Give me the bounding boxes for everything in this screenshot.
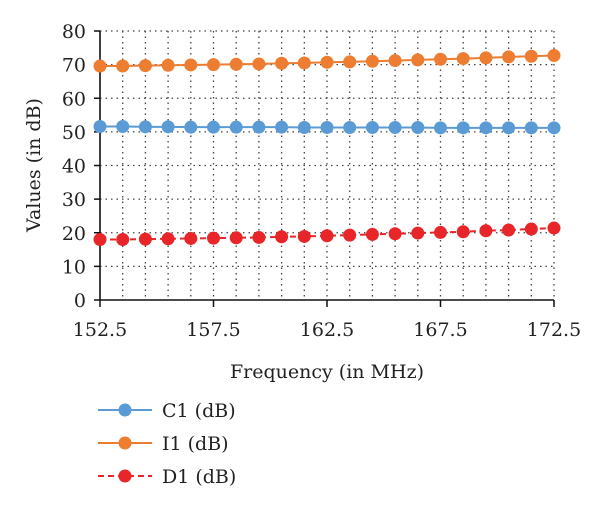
x-tick-label: 167.5: [413, 319, 467, 341]
data-point: [524, 49, 538, 63]
legend-swatch-marker: [118, 469, 132, 483]
data-point: [502, 121, 516, 135]
tick-labels: 0 10 20 30 40 50 60 70 80 152.5 157.5 162.5 167.5 172…: [62, 21, 581, 341]
data-point: [434, 225, 447, 239]
legend-item: I1 (dB): [98, 433, 229, 455]
data-point: [207, 231, 220, 245]
legend-item: C1 (dB): [98, 400, 236, 422]
y-tick-label: 70: [62, 55, 86, 77]
data-point: [275, 230, 289, 244]
data-point: [229, 120, 243, 134]
y-axis-label: Values (in dB): [23, 98, 45, 233]
data-point: [320, 229, 334, 243]
axes: [94, 30, 555, 307]
data-point: [116, 119, 130, 133]
x-axis-label: Frequency (in MHz): [230, 361, 424, 383]
y-tick-label: 0: [74, 290, 86, 312]
data-point: [434, 52, 447, 66]
data-point: [365, 227, 379, 241]
data-point: [456, 225, 470, 239]
data-point: [93, 119, 107, 133]
data-point: [547, 221, 561, 235]
data-point: [479, 51, 493, 65]
y-tick-label: 30: [62, 189, 86, 211]
series-group: [93, 49, 561, 246]
series-line: [100, 227, 555, 241]
data-point: [479, 121, 493, 135]
data-point: [138, 59, 152, 73]
y-tick-label: 20: [62, 223, 86, 245]
data-point: [343, 121, 357, 135]
data-point: [524, 222, 538, 236]
data-point: [161, 120, 175, 134]
legend: C1 (dB) I1 (dB) D1 (dB): [98, 400, 236, 488]
x-tick-label: 162.5: [300, 319, 354, 341]
data-point: [320, 121, 334, 135]
data-point: [207, 58, 220, 72]
legend-item: D1 (dB): [98, 466, 236, 488]
y-tick-label: 40: [62, 156, 86, 178]
data-point: [320, 55, 334, 69]
data-point: [502, 50, 516, 64]
data-point: [524, 121, 538, 135]
data-point: [456, 52, 470, 66]
series-2: [93, 49, 561, 73]
data-point: [252, 120, 266, 134]
data-point: [275, 56, 289, 70]
data-point: [365, 121, 379, 135]
data-point: [365, 54, 379, 68]
legend-label: C1 (dB): [162, 400, 236, 422]
data-point: [252, 230, 266, 244]
data-point: [184, 120, 198, 134]
data-point: [229, 231, 243, 245]
series-3: [93, 221, 561, 246]
x-tick-label: 152.5: [73, 319, 127, 341]
data-point: [93, 232, 107, 246]
data-point: [411, 121, 425, 135]
data-point: [297, 56, 311, 70]
data-point: [252, 57, 266, 71]
data-point: [184, 231, 198, 245]
data-point: [343, 228, 357, 242]
data-point: [502, 223, 516, 237]
legend-label: D1 (dB): [162, 466, 236, 488]
data-point: [138, 232, 152, 246]
x-tick-label: 172.5: [527, 319, 581, 341]
data-point: [411, 53, 425, 67]
data-point: [116, 59, 130, 73]
data-point: [456, 121, 470, 135]
data-point: [479, 224, 493, 238]
data-point: [93, 59, 107, 73]
legend-swatch-marker: [118, 436, 132, 450]
data-point: [547, 49, 561, 63]
legend-label: I1 (dB): [162, 433, 229, 455]
data-point: [138, 120, 152, 134]
data-point: [161, 58, 175, 72]
y-tick-label: 50: [62, 122, 86, 144]
data-point: [343, 55, 357, 69]
data-point: [388, 121, 402, 135]
data-point: [547, 121, 561, 135]
data-point: [275, 120, 289, 134]
data-point: [297, 121, 311, 135]
data-point: [116, 232, 130, 246]
data-point: [388, 227, 402, 241]
data-point: [411, 226, 425, 240]
data-point: [434, 121, 447, 135]
data-point: [297, 229, 311, 243]
data-point: [184, 58, 198, 72]
legend-swatch-marker: [118, 403, 132, 417]
data-point: [388, 54, 402, 68]
y-tick-label: 80: [62, 21, 86, 43]
data-point: [207, 120, 220, 134]
data-point: [161, 232, 175, 246]
y-tick-label: 10: [62, 256, 86, 278]
x-tick-label: 157.5: [186, 319, 240, 341]
data-point: [229, 57, 243, 71]
y-tick-label: 60: [62, 88, 86, 110]
series-1: [93, 119, 561, 135]
